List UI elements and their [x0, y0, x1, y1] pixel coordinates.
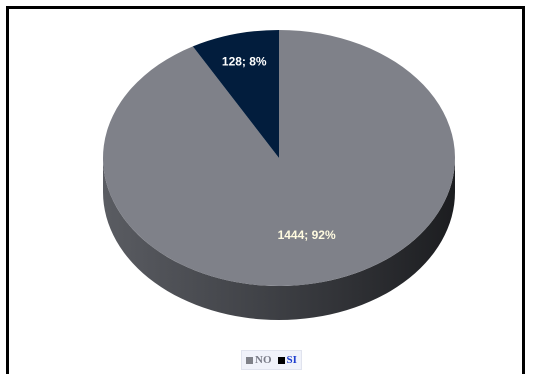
data-label-si: 128; 8% [222, 54, 267, 68]
legend-swatch-si [277, 356, 285, 364]
legend-item-no: NO [246, 354, 272, 366]
pie-side-wall [103, 158, 455, 320]
pie-slice-si [192, 30, 279, 158]
legend-swatch-no [246, 356, 253, 364]
data-label-no: 1444; 92% [278, 228, 336, 242]
legend: NO SI [241, 350, 302, 370]
pie-slice-no [103, 30, 456, 286]
legend-label-no: NO [255, 354, 272, 366]
legend-label-si: SI [286, 354, 297, 366]
legend-item-si: SI [277, 354, 297, 366]
